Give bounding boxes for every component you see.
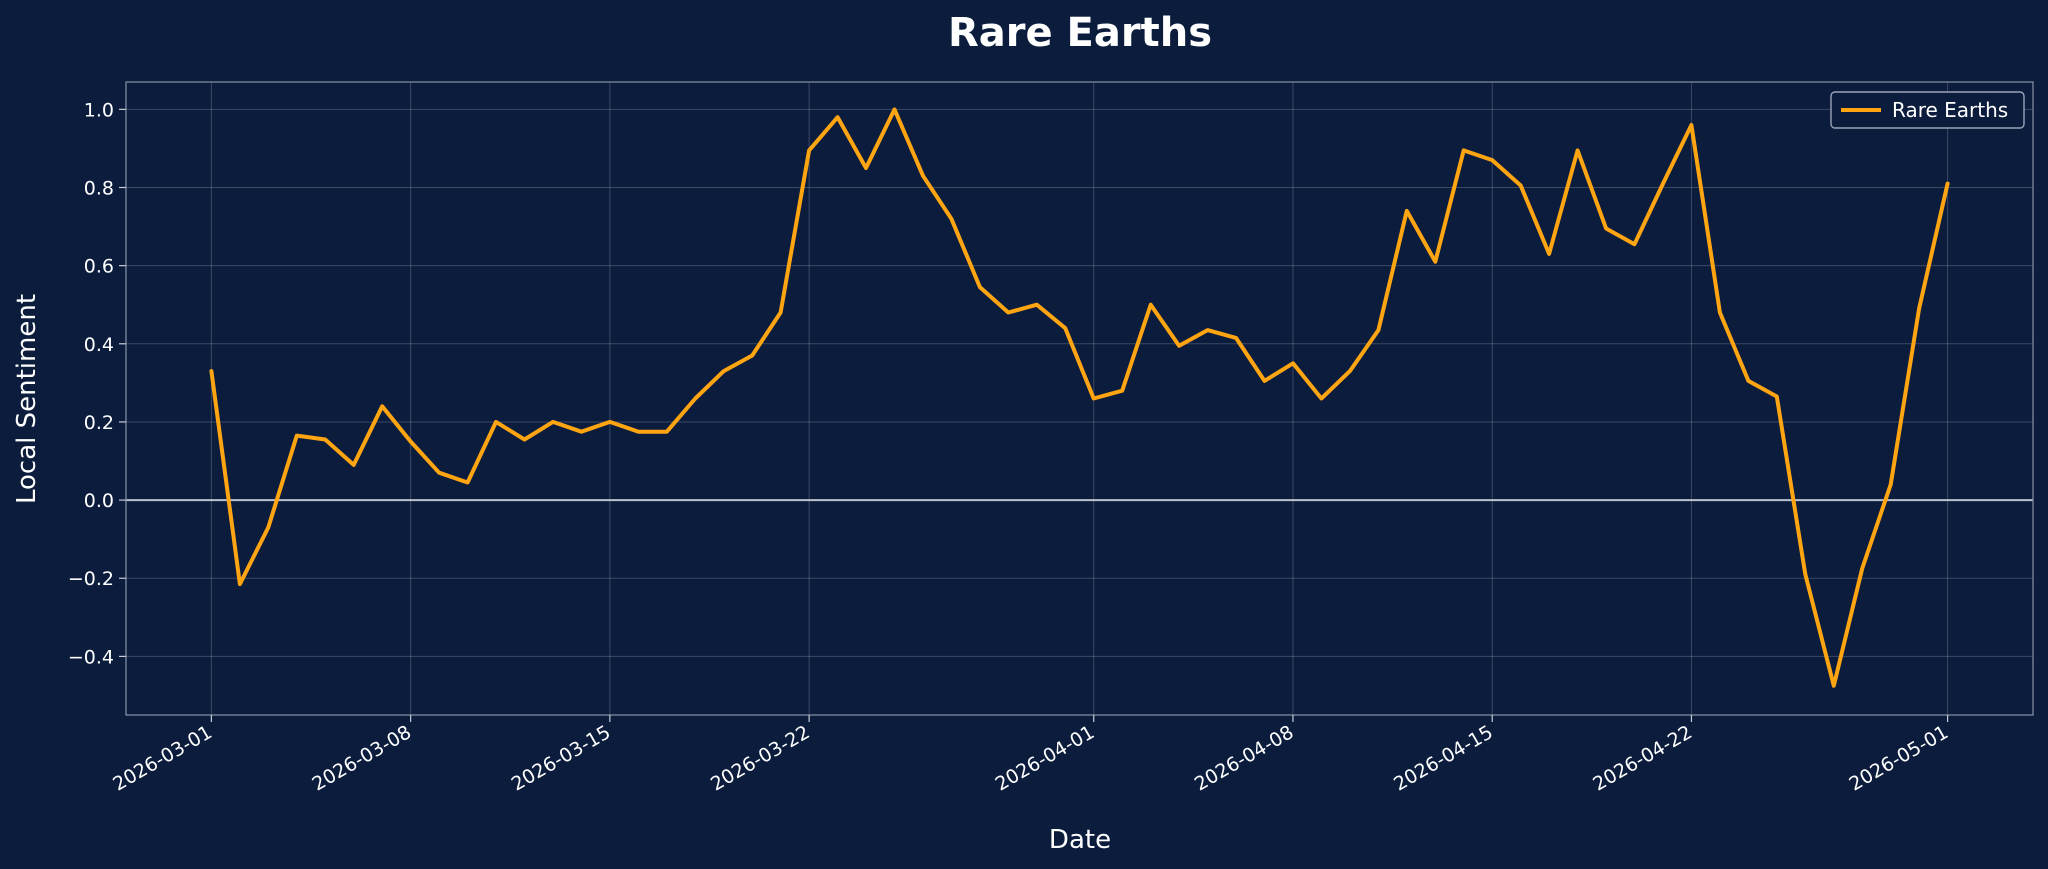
y-tick-label: 0.8 <box>84 178 114 200</box>
plot-frame <box>125 81 2034 716</box>
x-tick-label: 2026-03-01 <box>109 721 216 795</box>
x-tick-label: 2026-04-15 <box>1390 721 1497 795</box>
y-axis: −0.4 −0.2 0.0 0.2 0.4 0.6 0.8 1.0 <box>68 99 126 668</box>
y-tick-label: 1.0 <box>84 99 114 121</box>
x-axis-label: Date <box>1049 825 1111 855</box>
y-tick-label: 0.4 <box>84 334 114 356</box>
y-tick-label: 0.0 <box>84 490 114 512</box>
legend-frame <box>1830 91 2025 129</box>
y-tick-label: −0.4 <box>68 646 114 668</box>
series-layer <box>209 107 1950 688</box>
x-axis: 2026-03-01 2026-03-08 2026-03-15 2026-03-22… <box>109 715 1952 796</box>
x-tick-label: 2026-03-15 <box>508 721 615 795</box>
series-line <box>209 107 1950 688</box>
x-tick-label: 2026-04-22 <box>1589 721 1696 795</box>
x-tick-label: 2026-04-01 <box>992 721 1099 795</box>
legend: Rare Earths <box>1830 91 2025 129</box>
x-tick-label: 2026-04-08 <box>1191 721 1298 795</box>
legend-label: Rare Earths <box>1892 98 2008 122</box>
chart-title: Rare Earths <box>948 10 1212 56</box>
y-tick-label: −0.2 <box>68 568 114 590</box>
y-tick-label: 0.6 <box>84 256 114 278</box>
y-tick-label: 0.2 <box>84 412 114 434</box>
y-axis-label: Local Sentiment <box>12 294 42 504</box>
x-tick-label: 2026-03-22 <box>707 721 814 795</box>
x-tick-label: 2026-05-01 <box>1845 721 1952 795</box>
x-tick-label: 2026-03-08 <box>308 721 415 795</box>
grid <box>126 82 2033 715</box>
